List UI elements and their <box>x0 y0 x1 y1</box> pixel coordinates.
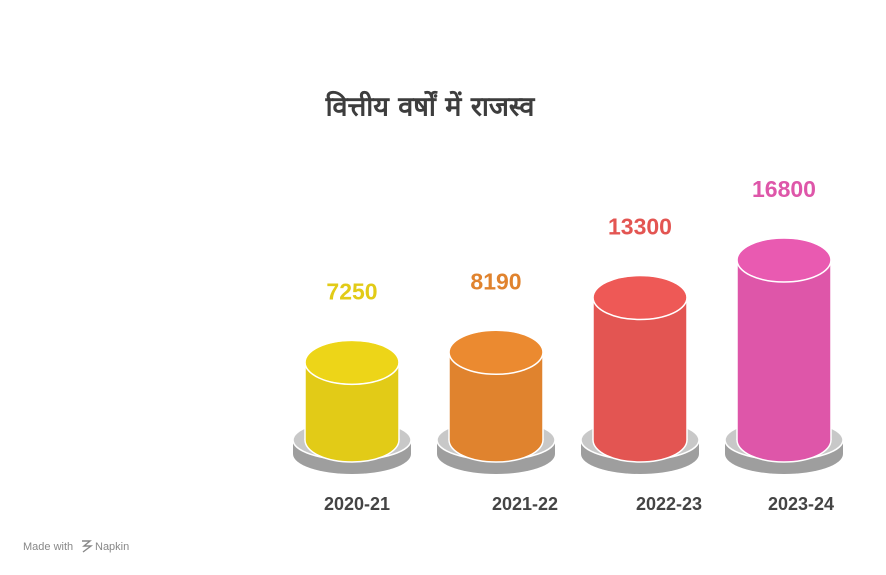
cylinder-body <box>737 260 831 440</box>
chart-title: वित्तीय वर्षों में राजस्व <box>325 91 536 123</box>
cylinder-top <box>304 339 400 386</box>
x-tick-label: 2022-23 <box>636 494 702 514</box>
value-label: 13300 <box>608 214 672 240</box>
value-label: 16800 <box>752 176 816 202</box>
x-tick-label: 2023-24 <box>768 494 834 514</box>
cylinder-top <box>592 274 688 321</box>
cylinder <box>448 329 544 463</box>
cylinder-top <box>448 329 544 375</box>
napkin-icon <box>82 540 94 553</box>
footer-brand: Napkin <box>95 541 129 553</box>
cylinder <box>736 237 832 463</box>
cylinder <box>592 274 688 463</box>
value-label: 7250 <box>326 278 377 304</box>
cylinder <box>304 339 400 463</box>
cylinder-body <box>593 297 687 440</box>
footer-prefix: Made with <box>23 541 73 553</box>
x-tick-label: 2020-21 <box>324 494 390 514</box>
x-tick-label: 2021-22 <box>492 494 558 514</box>
value-label: 8190 <box>470 268 521 294</box>
cylinder-top <box>736 237 832 283</box>
